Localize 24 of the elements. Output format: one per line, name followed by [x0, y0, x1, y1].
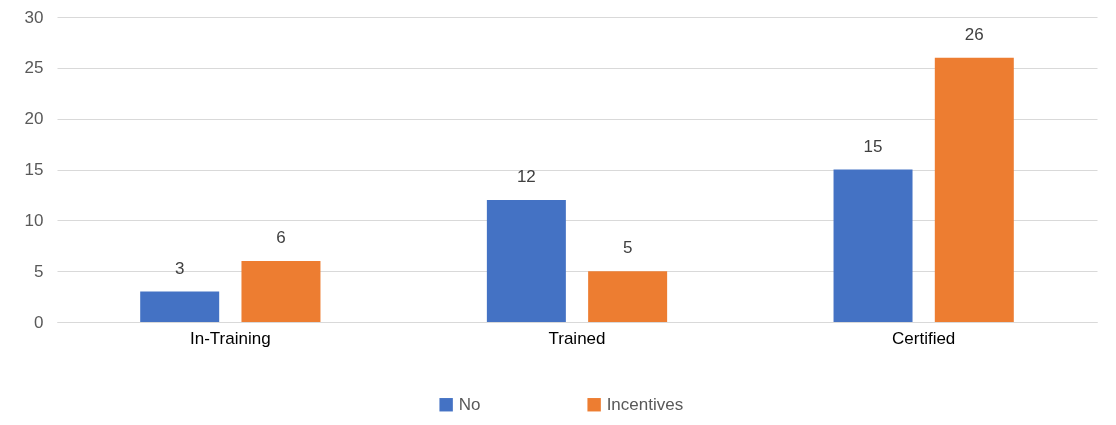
bar: [486, 200, 566, 322]
bar: [833, 169, 913, 322]
y-tick-label: 20: [24, 109, 44, 129]
bar: [934, 57, 1014, 322]
x-tick-label: In-Training: [190, 328, 271, 348]
y-tick-label: 25: [24, 58, 44, 78]
legend-label: No: [458, 394, 481, 414]
bar: [140, 291, 220, 322]
bar: [588, 271, 668, 322]
y-tick-label: 15: [24, 160, 44, 179]
legend-label: Incentives: [606, 394, 684, 414]
data-label: 5: [622, 238, 633, 258]
y-tick-label: 30: [24, 7, 44, 27]
y-tick-label: 0: [34, 312, 44, 332]
y-tick-label: 10: [24, 210, 44, 230]
x-tick-label: Certified: [892, 328, 956, 348]
y-tick-label: 5: [34, 261, 44, 281]
data-label: 3: [174, 258, 185, 278]
data-label: 6: [276, 228, 286, 247]
data-label: 15: [863, 136, 883, 156]
x-tick-label: Trained: [548, 328, 606, 348]
bar: [241, 261, 321, 322]
data-label: 26: [964, 24, 984, 44]
data-label: 12: [516, 167, 536, 186]
